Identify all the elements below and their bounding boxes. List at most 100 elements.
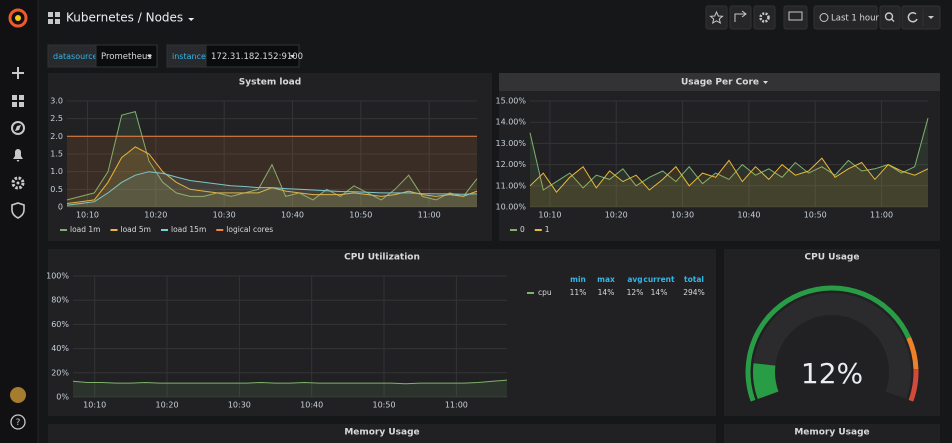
- series-line: [72, 379, 508, 385]
- y-tick-label: 14.00%: [495, 118, 526, 127]
- series-area: [530, 118, 928, 207]
- panel: [48, 249, 716, 416]
- settings-button[interactable]: [753, 5, 776, 30]
- sidebar: ?: [0, 0, 39, 443]
- refresh-caret: [928, 16, 934, 19]
- panel-title[interactable]: CPU Usage: [805, 253, 860, 263]
- threshold-arc: [745, 285, 912, 402]
- dashboard-title[interactable]: Kubernetes / Nodes: [66, 11, 183, 25]
- logo-core: [15, 15, 21, 21]
- y-tick-label: 0.5: [50, 185, 63, 194]
- y-tick-label: 13.00%: [495, 139, 526, 148]
- threshold-arc: [908, 368, 919, 402]
- time-picker[interactable]: [813, 5, 878, 30]
- series-line: [529, 117, 929, 191]
- x-tick-label: 10:10: [83, 401, 106, 410]
- settings-icon: [759, 12, 770, 23]
- legend-header: current: [643, 275, 675, 284]
- panel-title[interactable]: CPU Utilization: [344, 253, 420, 263]
- create-icon[interactable]: [12, 67, 24, 79]
- x-tick-label: 10:30: [671, 211, 694, 220]
- y-tick-label: 40%: [51, 344, 69, 353]
- legend-name: cpu: [538, 288, 552, 297]
- sq: [19, 102, 24, 107]
- dashboards-icon[interactable]: [12, 95, 24, 107]
- admin-icon[interactable]: [11, 202, 25, 219]
- alerting-icon[interactable]: [13, 149, 23, 162]
- legend-header: max: [597, 275, 615, 284]
- sq: [12, 102, 17, 107]
- x-tick-label: 10:30: [228, 401, 251, 410]
- sq: [55, 19, 60, 24]
- legend-header: avg: [627, 275, 642, 284]
- legend-label: logical cores: [226, 225, 273, 234]
- x-tick-label: 10:10: [76, 211, 99, 220]
- x-tick-label: 10:40: [737, 211, 760, 220]
- series-line: [66, 171, 478, 206]
- panel: [48, 424, 716, 443]
- variable-value: 172.31.182.152:9100: [211, 52, 303, 62]
- grafana-logo[interactable]: [8, 8, 28, 28]
- legend-header: min: [570, 275, 586, 284]
- explore-icon[interactable]: [11, 121, 25, 135]
- panel-title[interactable]: Usage Per Core: [681, 78, 759, 88]
- y-tick-label: 0%: [56, 393, 69, 402]
- x-tick-label: 11:00: [445, 401, 468, 410]
- panel-title[interactable]: Memory Usage: [794, 428, 869, 438]
- share-button[interactable]: [729, 5, 752, 30]
- needle: [15, 125, 21, 131]
- share-icon: [734, 10, 747, 22]
- gauge-track: [753, 293, 911, 400]
- compass: [11, 121, 25, 135]
- sq: [19, 95, 24, 100]
- series-line: [66, 110, 478, 201]
- panel-title[interactable]: System load: [239, 78, 301, 88]
- x-tick-label: 11:00: [418, 211, 441, 220]
- x-tick-label: 11:00: [870, 211, 893, 220]
- zoom-icon: [884, 12, 894, 21]
- panel: [724, 424, 940, 443]
- y-tick-label: 1.0: [50, 167, 63, 176]
- gauge-label: 12%: [801, 357, 863, 390]
- gear: [11, 176, 25, 190]
- y-tick-label: 2.5: [50, 114, 63, 123]
- variable-select[interactable]: [205, 44, 300, 68]
- refresh-button[interactable]: [901, 5, 941, 30]
- refresh-icon: [907, 11, 918, 23]
- legend-label: 0: [520, 225, 525, 234]
- legend-value: 12%: [627, 288, 644, 297]
- legend-label: load 5m: [121, 225, 152, 234]
- tv-icon: [788, 11, 803, 21]
- series-line: [529, 157, 929, 194]
- panel-title[interactable]: Memory Usage: [344, 428, 419, 438]
- legend-label: 1: [545, 225, 550, 234]
- star-button[interactable]: [705, 5, 728, 30]
- variables: datasource Prometheus instance 172.31.18…: [47, 44, 303, 68]
- y-tick-label: 20%: [51, 368, 69, 377]
- tv-button[interactable]: [783, 5, 808, 30]
- x-tick-label: 10:20: [156, 401, 179, 410]
- x-tick-label: 10:20: [605, 211, 628, 220]
- star-icon: [709, 10, 724, 25]
- legend-value: 14%: [598, 288, 615, 297]
- panel-header-hover: [499, 73, 940, 91]
- series-area: [530, 158, 928, 207]
- config-icon[interactable]: [11, 176, 25, 190]
- help-icon[interactable]: [10, 414, 26, 430]
- y-tick-label: 12.00%: [495, 160, 526, 169]
- gauge-value: [753, 363, 779, 400]
- legend-value: 294%: [683, 288, 704, 297]
- variable-select[interactable]: [95, 44, 158, 68]
- legend-label: load 1m: [70, 225, 101, 234]
- zoom-button[interactable]: [879, 5, 901, 30]
- legend-label: load 15m: [171, 225, 206, 234]
- y-tick-label: 10.00%: [495, 203, 526, 212]
- y-tick-label: 11.00%: [495, 181, 526, 190]
- dash-icon: [48, 12, 60, 24]
- avatar[interactable]: [10, 387, 26, 403]
- y-tick-label: 60%: [51, 320, 69, 329]
- x-tick-label: 10:50: [373, 401, 396, 410]
- logo-ring: [8, 8, 28, 28]
- time-range: Last 1 hour: [831, 14, 879, 24]
